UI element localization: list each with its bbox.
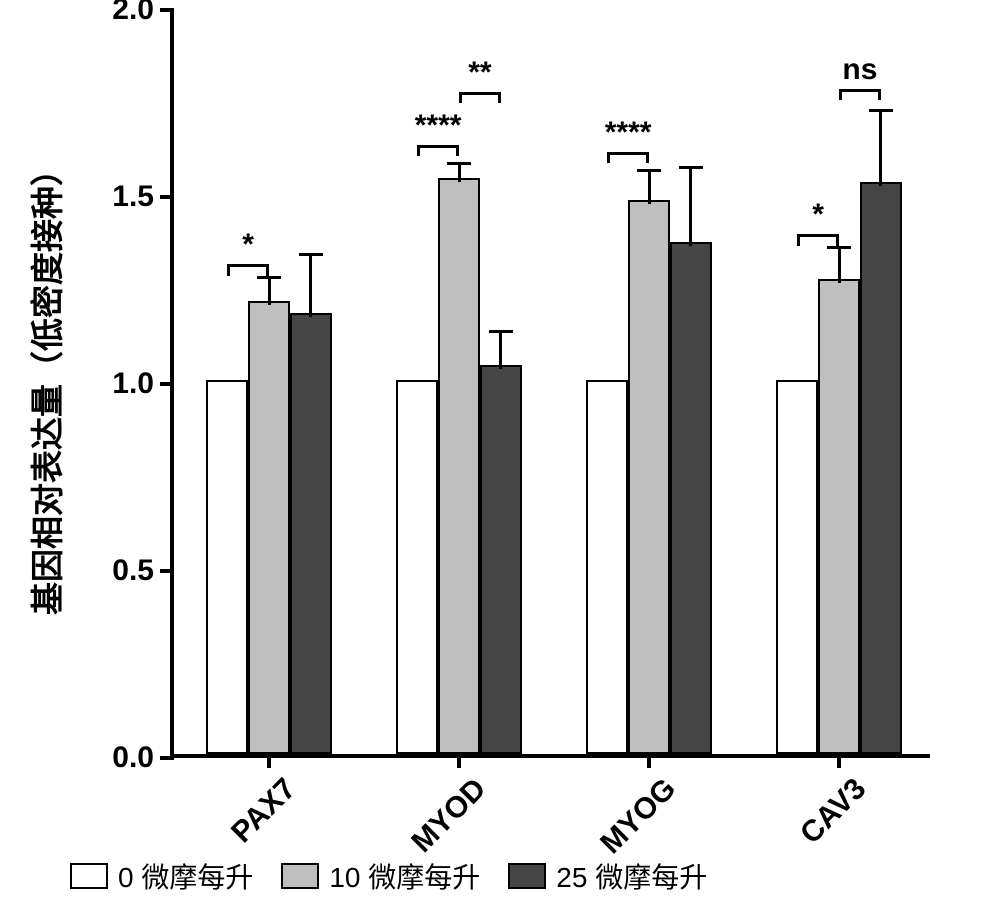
xtick-label: MYOG [594,772,683,861]
bar [248,301,290,754]
bar [290,313,332,754]
bar [206,380,248,754]
legend-item: 10 微摩每升 [281,856,480,896]
y-axis-label: 基因相对表达量（低密度接种） [21,153,69,615]
significance-label: **** [415,109,462,143]
significance-bracket [878,89,881,100]
legend-swatch [281,863,319,889]
error-bar [309,255,312,317]
error-bar [499,332,502,369]
legend-label: 0 微摩每升 [118,856,253,896]
legend-item: 0 微摩每升 [70,856,253,896]
error-bar [879,111,882,186]
significance-bracket [839,89,881,92]
legend-label: 10 微摩每升 [329,856,480,896]
error-bar-cap [489,330,513,333]
bar [396,380,438,754]
significance-bracket [646,152,649,163]
ytick-label: 0.5 [112,554,174,588]
error-bar-cap [827,246,851,249]
bar [480,365,522,754]
significance-bracket [266,264,269,275]
legend-label: 25 微摩每升 [556,856,707,896]
significance-bracket [797,234,800,245]
bar [776,380,818,754]
error-bar [268,277,271,305]
ytick-label: 1.5 [112,180,174,214]
significance-bracket [836,234,839,245]
bar [586,380,628,754]
significance-label: ** [468,56,491,90]
xtick-label: MYOD [405,772,493,860]
significance-label: **** [605,116,652,150]
legend: 0 微摩每升 10 微摩每升 25 微摩每升 [70,856,707,896]
significance-bracket [607,152,649,155]
legend-item: 25 微摩每升 [508,856,707,896]
ytick-label: 0.0 [112,741,174,775]
significance-bracket [839,89,842,100]
significance-label: ns [842,53,877,87]
error-bar [838,247,841,283]
xtick-label: CAV3 [794,772,873,851]
error-bar-cap [637,169,661,172]
error-bar [458,163,461,182]
error-bar-cap [869,109,893,112]
significance-bracket [227,264,269,267]
legend-swatch [70,863,108,889]
xtick-mark [457,754,461,768]
bar [438,178,480,754]
error-bar-cap [257,276,281,279]
significance-bracket [498,92,501,103]
significance-bracket [456,145,459,156]
bar [628,200,670,754]
significance-label: * [812,198,824,232]
error-bar-cap [299,253,323,256]
xtick-mark [647,754,651,768]
significance-bracket [459,92,501,95]
xtick-mark [837,754,841,768]
significance-bracket [227,264,230,275]
bar [670,242,712,754]
significance-bracket [797,234,839,237]
significance-bracket [417,145,459,148]
figure: 0.00.51.01.52.0PAX7MYODMYOGCAV3*********… [0,0,1000,909]
significance-bracket [417,145,420,156]
ytick-label: 2.0 [112,0,174,27]
significance-bracket [607,152,610,163]
xtick-mark [267,754,271,768]
legend-swatch [508,863,546,889]
significance-label: * [242,228,254,262]
xtick-label: PAX7 [225,772,303,850]
bar [818,279,860,754]
error-bar-cap [447,162,471,165]
significance-bracket [459,92,462,103]
plot-area: 0.00.51.01.52.0PAX7MYODMYOGCAV3*********… [170,10,930,758]
bar [860,182,902,754]
error-bar-cap [679,166,703,169]
error-bar [689,167,692,246]
error-bar [648,171,651,205]
ytick-label: 1.0 [112,367,174,401]
